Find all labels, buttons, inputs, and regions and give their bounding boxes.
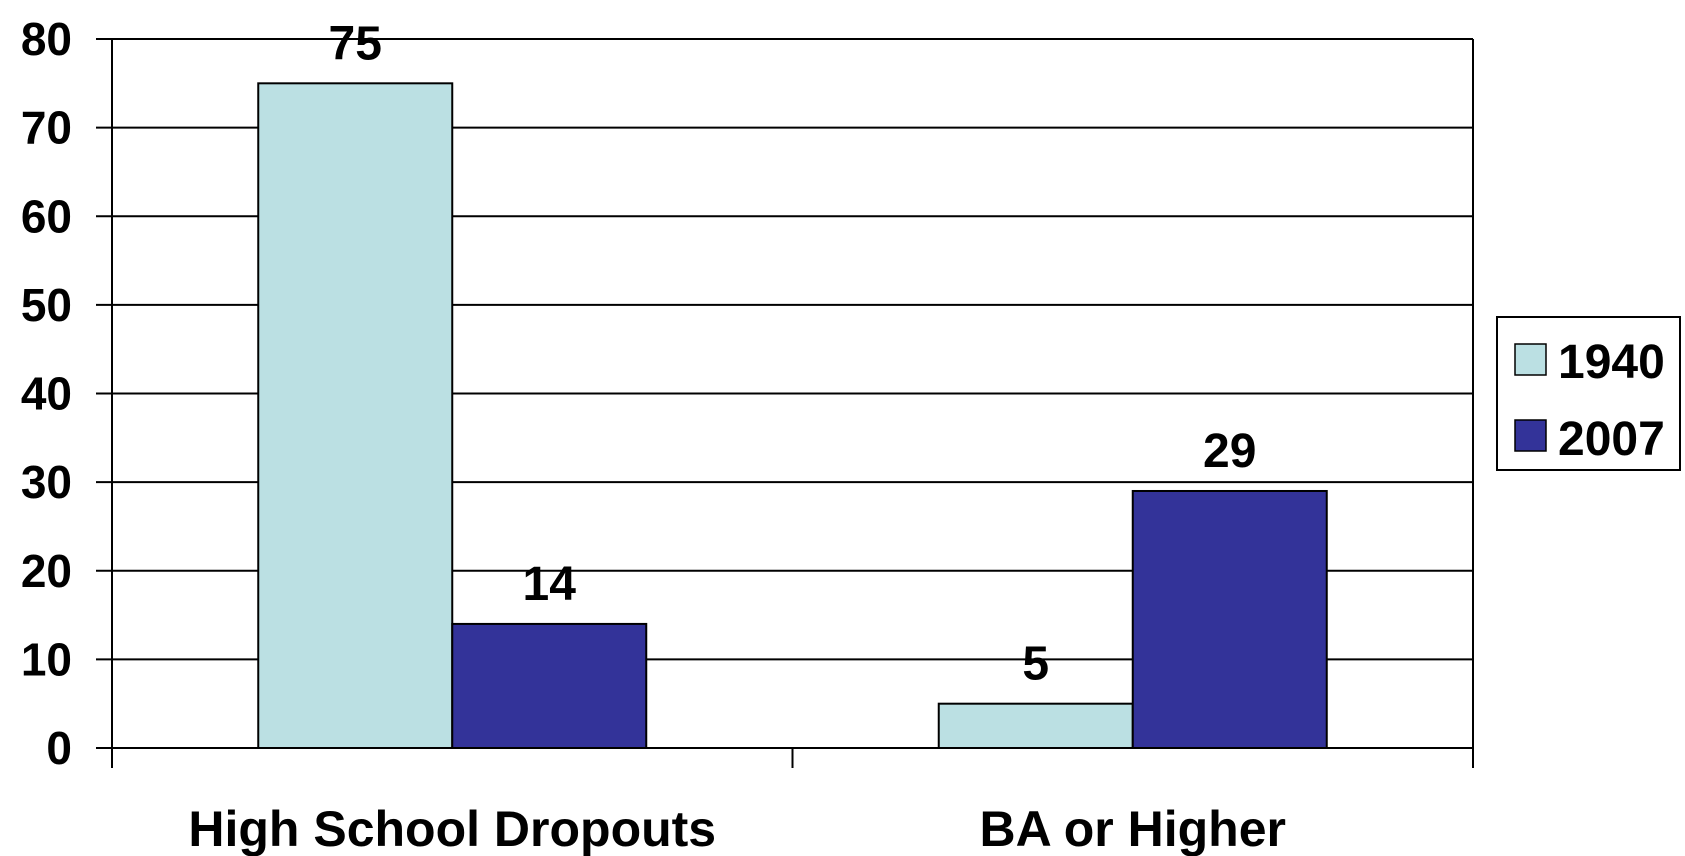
x-category-label: High School Dropouts [188, 801, 716, 856]
y-tick-label: 50 [21, 279, 72, 331]
legend-label-1940: 1940 [1558, 336, 1665, 389]
y-axis-ticks: 0 10 20 30 40 50 60 70 80 [21, 13, 112, 774]
y-tick-label: 70 [21, 102, 72, 154]
y-tick-label: 0 [46, 722, 72, 774]
legend-swatch-2007 [1514, 419, 1547, 452]
legend-swatch-1940 [1514, 343, 1547, 376]
x-category-label: BA or Higher [980, 801, 1287, 856]
y-tick-label: 60 [21, 190, 72, 242]
y-tick-label: 30 [21, 456, 72, 508]
bar-1940-0 [257, 82, 454, 749]
data-label: 29 [1203, 425, 1256, 478]
bar-1940-1 [937, 702, 1134, 749]
legend-label-2007: 2007 [1558, 413, 1665, 466]
data-label: 5 [1022, 638, 1049, 691]
y-tick-label: 10 [21, 633, 72, 685]
y-tick-label: 20 [21, 545, 72, 597]
data-label: 14 [523, 558, 577, 611]
data-label: 75 [329, 17, 382, 70]
legend: 1940 2007 [1496, 316, 1681, 471]
bar-2007-1 [1131, 489, 1328, 749]
bar-2007-0 [451, 622, 648, 749]
data-labels: 75 14 5 29 [329, 17, 1257, 690]
bars [257, 82, 1328, 749]
x-axis-labels: High School Dropouts BA or Higher [188, 801, 1286, 856]
y-tick-label: 40 [21, 368, 72, 420]
y-tick-label: 80 [21, 13, 72, 65]
